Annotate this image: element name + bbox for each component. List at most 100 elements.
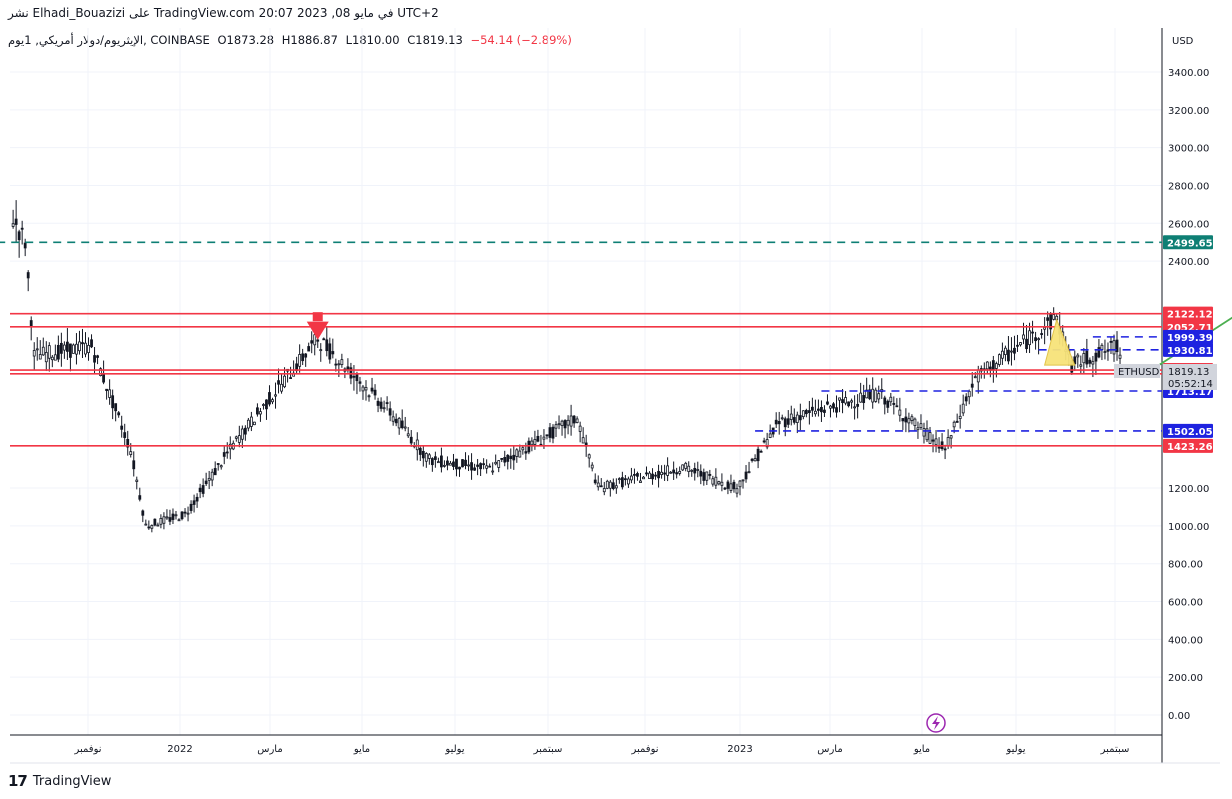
candle-body [181, 512, 183, 519]
currency-label: USD [1172, 36, 1194, 47]
candle-body [823, 410, 825, 412]
candle-body [443, 465, 445, 466]
candle-body [658, 471, 660, 477]
candle-body [235, 437, 237, 438]
candle-body [199, 488, 201, 492]
candle-body [425, 453, 427, 461]
x-tick-label: مارس [257, 744, 282, 755]
candle-body [139, 496, 141, 500]
candle-body [1041, 334, 1043, 335]
candle-body [573, 416, 575, 423]
candle-body [1053, 315, 1055, 320]
candle-body [1104, 352, 1106, 353]
candle-body [124, 433, 126, 438]
candle-body [778, 421, 780, 423]
candle-body [42, 347, 44, 355]
candle-body [356, 374, 358, 381]
candle-body [422, 451, 424, 457]
candle-body [703, 473, 705, 481]
candle-body [923, 429, 925, 436]
candle-body [178, 520, 180, 521]
candle-body [995, 364, 997, 369]
candle-body [504, 457, 506, 462]
candle-body [670, 472, 672, 473]
candle-body [459, 467, 461, 469]
candle-body [498, 461, 500, 468]
candle-body [917, 428, 919, 430]
candle-body [1026, 339, 1028, 348]
candle-body [449, 463, 451, 465]
y-tick-label: 2600.00 [1168, 219, 1209, 230]
candle-body [896, 406, 898, 407]
candle-body [163, 517, 165, 523]
candle-body [802, 411, 804, 417]
candle-body [365, 387, 367, 389]
candle-body [187, 513, 189, 514]
candle-body [661, 472, 663, 474]
candle-body [1047, 318, 1049, 321]
candle-body [953, 422, 955, 427]
candle-body [649, 473, 651, 478]
x-tick-label: 2022 [167, 744, 192, 755]
candle-body [537, 436, 539, 441]
candle-body [431, 459, 433, 465]
candle-body [30, 321, 32, 327]
x-tick-label: مايو [353, 744, 370, 755]
candle-body [1086, 351, 1088, 364]
candle-body [145, 524, 147, 525]
candle-body [591, 465, 593, 468]
y-tick-label: 0.00 [1168, 711, 1190, 722]
candle-body [890, 397, 892, 402]
candle-body [480, 464, 482, 469]
candle-body [395, 419, 397, 422]
candle-body [534, 440, 536, 445]
candle-body [91, 340, 93, 347]
candle-body [455, 459, 457, 469]
candle-body [709, 474, 711, 475]
candle-body [106, 389, 108, 390]
candle-body [190, 504, 192, 510]
candle-body [667, 466, 669, 476]
candle-body [440, 456, 442, 467]
resistance-price-badge: 2122.12 [1167, 310, 1213, 321]
candle-body [1077, 355, 1079, 357]
candle-body [419, 448, 421, 454]
candle-body [956, 421, 958, 422]
candle-body [676, 473, 678, 474]
candle-body [576, 419, 578, 423]
candle-body [691, 470, 693, 471]
candle-body [220, 466, 222, 467]
x-tick-label: 2023 [727, 744, 752, 755]
candle-body [78, 342, 80, 351]
candle-body [465, 460, 467, 465]
support-price-badge: 1999.39 [1167, 333, 1213, 344]
candle-body [950, 436, 952, 438]
candle-body [715, 477, 717, 485]
candle-body [54, 355, 56, 360]
candle-body [567, 420, 569, 425]
candle-body [642, 477, 644, 479]
candle-body [636, 474, 638, 477]
candle-body [820, 407, 822, 411]
candle-body [468, 465, 470, 466]
x-tick-label: نوفمبر [73, 744, 101, 755]
candle-body [721, 482, 723, 485]
candle-body [253, 422, 255, 424]
candle-body [814, 411, 816, 413]
down-arrow-stem [313, 312, 323, 321]
candle-body [45, 352, 47, 361]
candle-body [908, 419, 910, 423]
candle-body [172, 514, 174, 519]
candle-body [477, 465, 479, 466]
last-price-value: 1819.13 [1168, 367, 1209, 378]
candle-body [51, 357, 53, 359]
candle-body [368, 396, 370, 397]
candle-body [552, 427, 554, 438]
candle-body [1095, 353, 1097, 361]
y-tick-label: 3200.00 [1168, 106, 1209, 117]
target-price-badge: 2499.65 [1167, 238, 1213, 249]
candle-body [495, 462, 497, 463]
candle-body [914, 419, 916, 426]
candle-body [845, 398, 847, 404]
